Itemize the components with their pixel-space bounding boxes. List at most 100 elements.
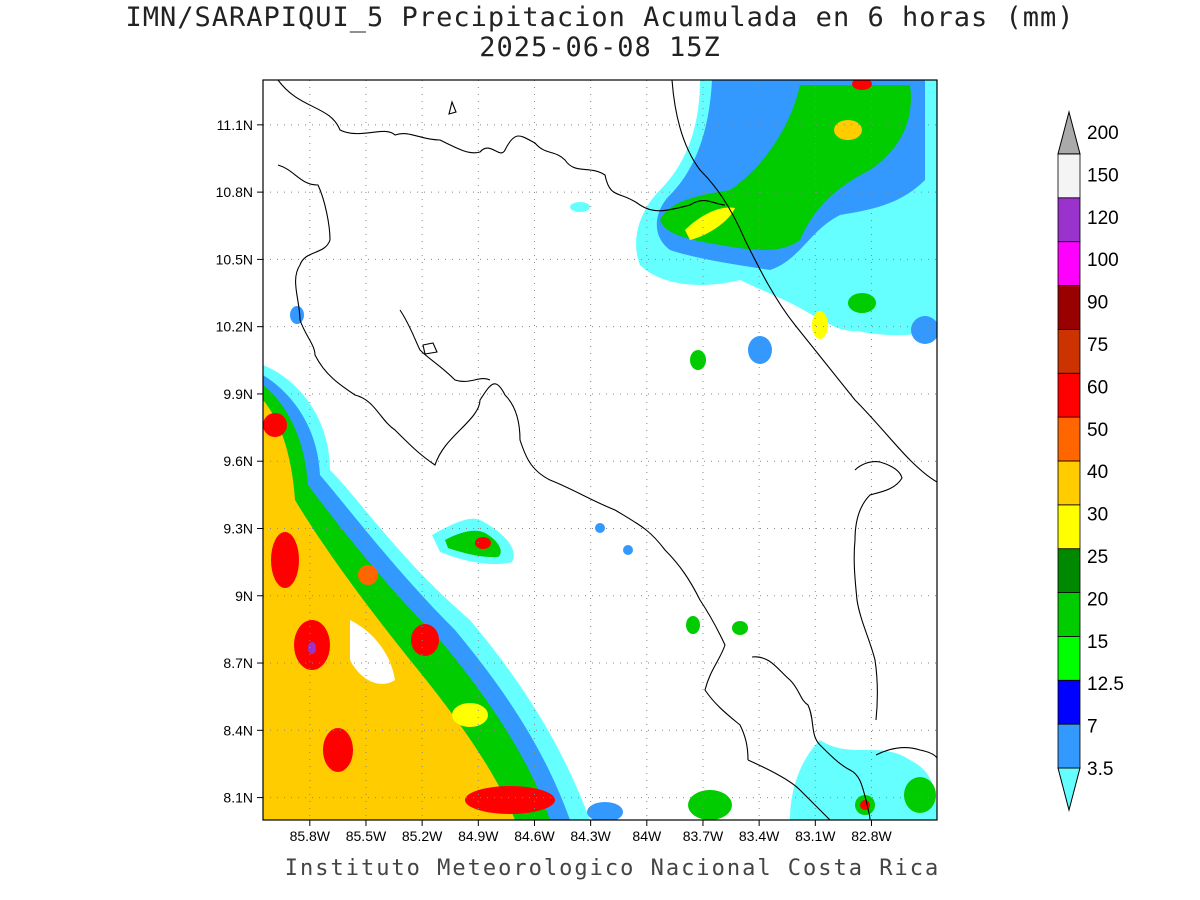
colorbar-min-arrow — [1057, 767, 1081, 812]
colorbar-label: 200 — [1087, 123, 1119, 144]
lon-tick-label: 83.4W — [739, 828, 780, 844]
precip-cell — [686, 616, 700, 634]
lon-tick-label: 84W — [632, 828, 662, 844]
precip-cell — [812, 311, 828, 339]
lon-tick-label: 84.6W — [514, 828, 555, 844]
colorbar-label: 120 — [1087, 208, 1119, 229]
coastline-gulf — [399, 309, 491, 382]
coastline-nicoya — [277, 164, 749, 761]
lon-tick-label: 82.8W — [851, 828, 892, 844]
colorbar-label: 12.5 — [1087, 674, 1124, 695]
precip-core — [323, 728, 353, 772]
precip-cell — [587, 802, 623, 820]
lat-tick-label: 10.2N — [216, 319, 253, 335]
colorbar-label: 75 — [1087, 335, 1108, 356]
colorbar-label: 60 — [1087, 377, 1108, 398]
precip-cell — [690, 350, 706, 370]
plot-frame — [262, 79, 938, 821]
island-chira — [422, 342, 438, 355]
footer-credit: Instituto Meteorologico Nacional Costa R… — [284, 856, 941, 881]
colorbar-label: 50 — [1087, 420, 1108, 441]
colorbar-swatch — [1057, 548, 1081, 593]
precip-core — [452, 703, 488, 727]
precip-hole — [350, 620, 395, 684]
colorbar-label: 90 — [1087, 293, 1108, 314]
precip-core — [411, 624, 439, 656]
precip-cell — [290, 306, 304, 324]
colorbar-label: 40 — [1087, 462, 1108, 483]
precip-core — [834, 120, 862, 140]
colorbar-swatch — [1057, 679, 1081, 725]
coastline-caribbean — [671, 80, 937, 483]
colorbar-swatch — [1057, 241, 1081, 286]
precip-band-ne — [685, 207, 735, 240]
lat-tick-label: 9.6N — [223, 453, 253, 469]
colorbar-label: 7 — [1087, 717, 1098, 738]
precip-cluster-central — [445, 530, 501, 558]
lon-tick-label: 83.7W — [683, 828, 724, 844]
lon-tick-label: 85.8W — [290, 828, 331, 844]
lat-tick-label: 8.7N — [223, 655, 253, 671]
colorbar: 3.5 7 12.5 15 20 25 30 40 50 60 75 90 100 120 150 200 — [1057, 109, 1124, 812]
precip-field — [263, 80, 937, 820]
lat-tick-label: 8.4N — [223, 722, 253, 738]
map-grid — [263, 80, 937, 820]
lon-tick-label: 85.2W — [402, 828, 443, 844]
colorbar-swatch — [1057, 723, 1081, 769]
precip-band-se — [790, 740, 937, 820]
precip-cell — [911, 316, 937, 344]
lon-tick-label: 84.9W — [458, 828, 499, 844]
colorbar-swatch — [1057, 504, 1081, 550]
lat-tick-label: 11.1N — [217, 117, 253, 133]
precip-cell — [860, 800, 870, 810]
precip-core — [358, 565, 378, 585]
colorbar-swatch — [1057, 416, 1081, 462]
coastlines — [277, 80, 937, 820]
colorbar-swatch — [1057, 372, 1081, 418]
map-title: IMN/SARAPIQUI_5 Precipitacion Acumulada … — [125, 2, 1075, 33]
precip-cell — [623, 545, 633, 555]
lon-tick-label: 83.1W — [795, 828, 836, 844]
colorbar-label: 20 — [1087, 589, 1108, 610]
precip-core — [271, 532, 299, 588]
precip-cell — [748, 336, 772, 364]
lon-tick-label: 85.5W — [346, 828, 387, 844]
island-panama-coast — [747, 759, 831, 820]
colorbar-label: 3.5 — [1087, 759, 1113, 780]
colorbar-swatch — [1057, 197, 1081, 243]
precip-cell — [848, 293, 876, 313]
colorbar-label: 25 — [1087, 547, 1108, 568]
border-panama-south — [875, 746, 937, 759]
colorbar-swatch — [1057, 460, 1081, 506]
map-date: 2025-06-08 15Z — [479, 32, 721, 63]
precip-core — [308, 642, 316, 654]
coastline-osa — [751, 656, 871, 820]
precip-cell — [732, 621, 748, 635]
lat-tick-label: 9.9N — [223, 386, 253, 402]
colorbar-max-arrow — [1057, 109, 1081, 155]
colorbar-label: 30 — [1087, 505, 1108, 526]
lon-tick-label: 84.3W — [570, 828, 611, 844]
precip-cell — [688, 790, 732, 820]
colorbar-swatch — [1057, 328, 1081, 374]
border-panama — [853, 461, 903, 721]
lat-tick-label: 9N — [235, 588, 253, 604]
colorbar-swatch — [1057, 153, 1081, 199]
colorbar-swatch — [1057, 636, 1081, 681]
lat-tick-label: 8.1N — [223, 790, 253, 806]
lat-tick-label: 10.5N — [216, 251, 253, 267]
longitude-axis: 85.8W 85.5W 85.2W 84.9W 84.6W 84.3W 84W 83.7W 83… — [290, 820, 892, 844]
coastline-pacific — [277, 80, 726, 212]
lat-tick-label: 10.8N — [216, 184, 253, 200]
colorbar-swatch — [1057, 592, 1081, 637]
colorbar-swatch — [1057, 285, 1081, 330]
precip-core — [465, 786, 555, 814]
precip-cell — [570, 202, 590, 212]
latitude-axis: 8.1N 8.4N 8.7N 9N 9.3N 9.6N 9.9N 10.2N 10.5N 10.8… — [216, 117, 263, 806]
precip-cell — [904, 777, 936, 813]
precip-core — [852, 80, 872, 90]
colorbar-label: 15 — [1087, 632, 1108, 653]
precip-core — [475, 537, 491, 549]
lake-nicaragua-island — [448, 100, 457, 115]
